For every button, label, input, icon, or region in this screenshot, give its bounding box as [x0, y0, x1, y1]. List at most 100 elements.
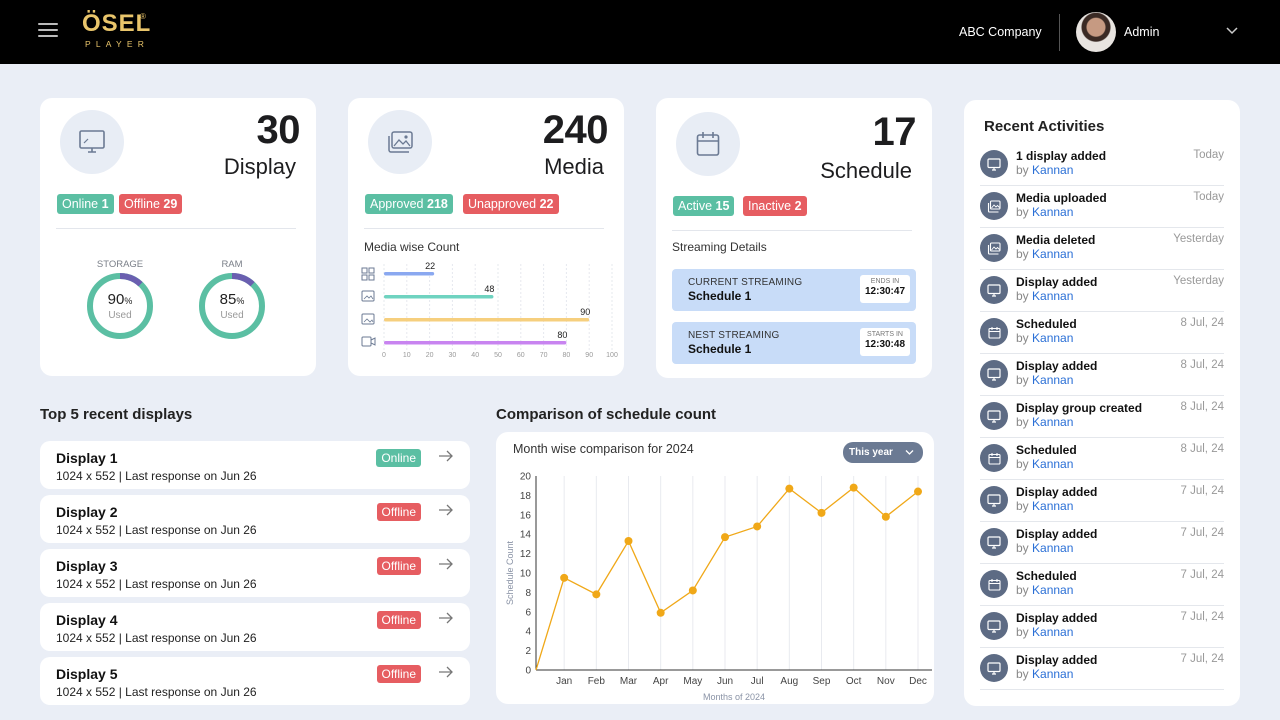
activity-user: by Kannan — [1016, 583, 1074, 597]
media-x-tick: 10 — [403, 352, 411, 359]
activity-user-link[interactable]: Kannan — [1032, 205, 1074, 219]
arrow-right-icon[interactable] — [438, 449, 454, 463]
display-card[interactable]: 30 Display Online 1 Offline 29 STORAGE 9… — [40, 98, 316, 376]
recent-activities-card: Recent Activities 1 display added by Kann… — [964, 100, 1240, 706]
media-x-tick: 90 — [585, 352, 593, 359]
chevron-down-icon[interactable] — [1226, 26, 1238, 36]
data-point — [656, 608, 665, 617]
activity-item[interactable]: Display added by Kannan 7 Jul, 24 — [980, 606, 1224, 648]
activity-item[interactable]: Display added by Kannan 7 Jul, 24 — [980, 522, 1224, 564]
media-bar-label: 80 — [557, 330, 567, 340]
activity-user-link[interactable]: Kannan — [1032, 583, 1074, 597]
media-card[interactable]: 240 Media Approved 218 Unapproved 22 Med… — [348, 98, 624, 376]
activity-item[interactable]: Media uploaded by Kannan Today — [980, 186, 1224, 228]
activity-user-link[interactable]: Kannan — [1032, 541, 1074, 555]
activity-item[interactable]: Scheduled by Kannan 7 Jul, 24 — [980, 564, 1224, 606]
activity-user-link[interactable]: Kannan — [1032, 625, 1074, 639]
data-point — [560, 573, 569, 582]
data-point — [624, 536, 633, 545]
activity-user: by Kannan — [1016, 499, 1074, 513]
activity-user: by Kannan — [1016, 415, 1074, 429]
activity-title: Display added — [1016, 275, 1098, 289]
storage-used-label: Used — [108, 310, 132, 321]
current-streaming-name: Schedule 1 — [688, 289, 752, 303]
ram-ring-used — [199, 273, 265, 339]
media-x-tick: 80 — [563, 352, 571, 359]
activity-date: Today — [1193, 149, 1224, 161]
starts-in-timer: STARTS IN 12:30:48 — [860, 328, 910, 356]
offline-badge[interactable]: Offline 29 — [119, 194, 183, 214]
activity-user-link[interactable]: Kannan — [1032, 373, 1074, 387]
activity-item[interactable]: Scheduled by Kannan 8 Jul, 24 — [980, 312, 1224, 354]
activity-item[interactable]: 1 display added by Kannan Today — [980, 144, 1224, 186]
activity-date: Today — [1193, 191, 1224, 203]
arrow-right-icon[interactable] — [438, 611, 454, 625]
display-icon — [980, 150, 1008, 178]
x-tick-label: Mar — [620, 676, 638, 687]
active-badge[interactable]: Active 15 — [673, 196, 735, 216]
recent-display-row[interactable]: Display 3 1024 x 552 | Last response on J… — [40, 549, 470, 597]
activity-item[interactable]: Display added by Kannan 7 Jul, 24 — [980, 648, 1224, 690]
calendar-icon — [980, 318, 1008, 346]
activity-item[interactable]: Display added by Kannan 7 Jul, 24 — [980, 480, 1224, 522]
unapproved-badge[interactable]: Unapproved 22 — [463, 194, 559, 214]
activity-user-link[interactable]: Kannan — [1032, 289, 1074, 303]
status-badge: Offline — [376, 665, 421, 683]
recent-display-row[interactable]: Display 4 1024 x 552 | Last response on J… — [40, 603, 470, 651]
calendar-icon — [676, 112, 740, 176]
current-streaming[interactable]: CURRENT STREAMING Schedule 1 ENDS IN 12:… — [672, 269, 916, 311]
display-label: Display — [223, 154, 296, 179]
user-name[interactable]: Admin — [1124, 25, 1160, 39]
avatar[interactable] — [1076, 12, 1116, 52]
activity-date: 8 Jul, 24 — [1180, 317, 1224, 329]
activity-user-link[interactable]: Kannan — [1032, 457, 1074, 471]
activity-user: by Kannan — [1016, 205, 1074, 219]
logo[interactable]: ÖSEL PLAYER ® — [82, 12, 152, 54]
display-icon — [980, 612, 1008, 640]
activity-item[interactable]: Scheduled by Kannan 8 Jul, 24 — [980, 438, 1224, 480]
activity-user-link[interactable]: Kannan — [1032, 331, 1074, 345]
online-badge[interactable]: Online 1 — [57, 194, 114, 214]
next-streaming-name: Schedule 1 — [688, 342, 752, 356]
recent-display-row[interactable]: Display 1 1024 x 552 | Last response on J… — [40, 441, 470, 489]
activity-user-link[interactable]: Kannan — [1032, 163, 1074, 177]
schedule-count-line — [535, 486, 919, 671]
display-icon — [980, 528, 1008, 556]
comparison-subtitle: Month wise comparison for 2024 — [513, 442, 694, 456]
arrow-right-icon[interactable] — [438, 557, 454, 571]
activity-item[interactable]: Display added by Kannan 8 Jul, 24 — [980, 354, 1224, 396]
display-detail: 1024 x 552 | Last response on Jun 26 — [56, 523, 257, 537]
media-category-video-icon — [361, 336, 376, 347]
activity-user-link[interactable]: Kannan — [1032, 247, 1074, 261]
media-wise-count-chart: 0 10 20 30 40 50 60 70 80 90 100 22 48 90 80 — [361, 262, 618, 359]
next-streaming[interactable]: NEST STREAMING Schedule 1 STARTS IN 12:3… — [672, 322, 916, 364]
activity-user-link[interactable]: Kannan — [1032, 667, 1074, 681]
activity-user-link[interactable]: Kannan — [1032, 415, 1074, 429]
activity-date: Yesterday — [1173, 233, 1224, 245]
schedule-card[interactable]: 17 Schedule Active 15 Inactive 2 Streami… — [656, 98, 932, 378]
activity-item[interactable]: Display group created by Kannan 8 Jul, 24 — [980, 396, 1224, 438]
ends-in-label: ENDS IN — [870, 278, 900, 285]
year-filter-label: This year — [849, 447, 893, 458]
divider — [364, 228, 604, 229]
recent-display-row[interactable]: Display 5 1024 x 552 | Last response on J… — [40, 657, 470, 705]
y-tick-label: 6 — [525, 607, 531, 618]
company-name[interactable]: ABC Company — [959, 25, 1042, 39]
next-streaming-label: NEST STREAMING — [688, 330, 780, 341]
arrow-right-icon[interactable] — [438, 665, 454, 679]
monitor-icon — [60, 110, 124, 174]
recent-display-row[interactable]: Display 2 1024 x 552 | Last response on J… — [40, 495, 470, 543]
inactive-badge[interactable]: Inactive 2 — [743, 196, 807, 216]
arrow-right-icon[interactable] — [438, 503, 454, 517]
year-filter-dropdown[interactable]: This year — [843, 442, 923, 463]
data-point — [688, 586, 697, 595]
display-icon — [980, 402, 1008, 430]
activity-title: Scheduled — [1016, 317, 1077, 331]
activity-item[interactable]: Display added by Kannan Yesterday — [980, 270, 1224, 312]
activity-user-link[interactable]: Kannan — [1032, 499, 1074, 513]
approved-badge[interactable]: Approved 218 — [365, 194, 453, 214]
media-x-tick: 30 — [449, 352, 457, 359]
menu-icon[interactable] — [38, 23, 58, 41]
media-x-tick: 20 — [426, 352, 434, 359]
activity-item[interactable]: Media deleted by Kannan Yesterday — [980, 228, 1224, 270]
